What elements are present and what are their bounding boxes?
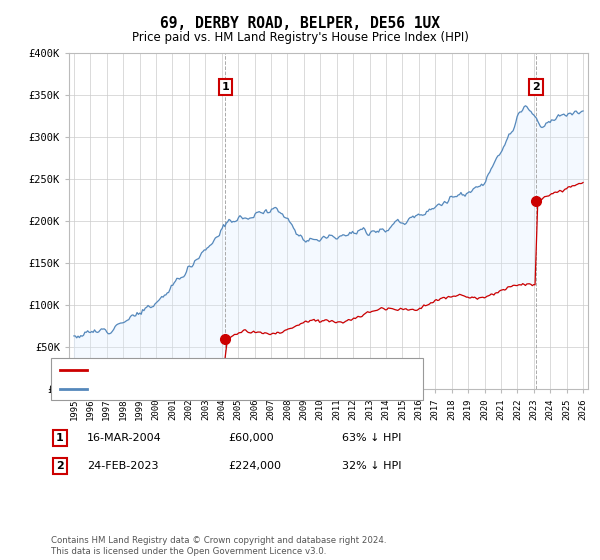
Text: £224,000: £224,000 — [228, 461, 281, 471]
Text: 69, DERBY ROAD, BELPER,  DE56 1UX (detached house): 69, DERBY ROAD, BELPER, DE56 1UX (detach… — [93, 365, 384, 375]
Text: Price paid vs. HM Land Registry's House Price Index (HPI): Price paid vs. HM Land Registry's House … — [131, 31, 469, 44]
Text: Contains HM Land Registry data © Crown copyright and database right 2024.
This d: Contains HM Land Registry data © Crown c… — [51, 536, 386, 556]
Text: 1: 1 — [221, 82, 229, 92]
Text: 2: 2 — [56, 461, 64, 471]
Text: HPI: Average price, detached house, Amber Valley: HPI: Average price, detached house, Ambe… — [93, 384, 355, 394]
Text: 1: 1 — [56, 433, 64, 443]
Text: 2: 2 — [532, 82, 540, 92]
Text: £60,000: £60,000 — [228, 433, 274, 443]
Text: 24-FEB-2023: 24-FEB-2023 — [87, 461, 158, 471]
Text: 63% ↓ HPI: 63% ↓ HPI — [342, 433, 401, 443]
Text: 32% ↓ HPI: 32% ↓ HPI — [342, 461, 401, 471]
Text: 69, DERBY ROAD, BELPER, DE56 1UX: 69, DERBY ROAD, BELPER, DE56 1UX — [160, 16, 440, 31]
Text: 16-MAR-2004: 16-MAR-2004 — [87, 433, 162, 443]
